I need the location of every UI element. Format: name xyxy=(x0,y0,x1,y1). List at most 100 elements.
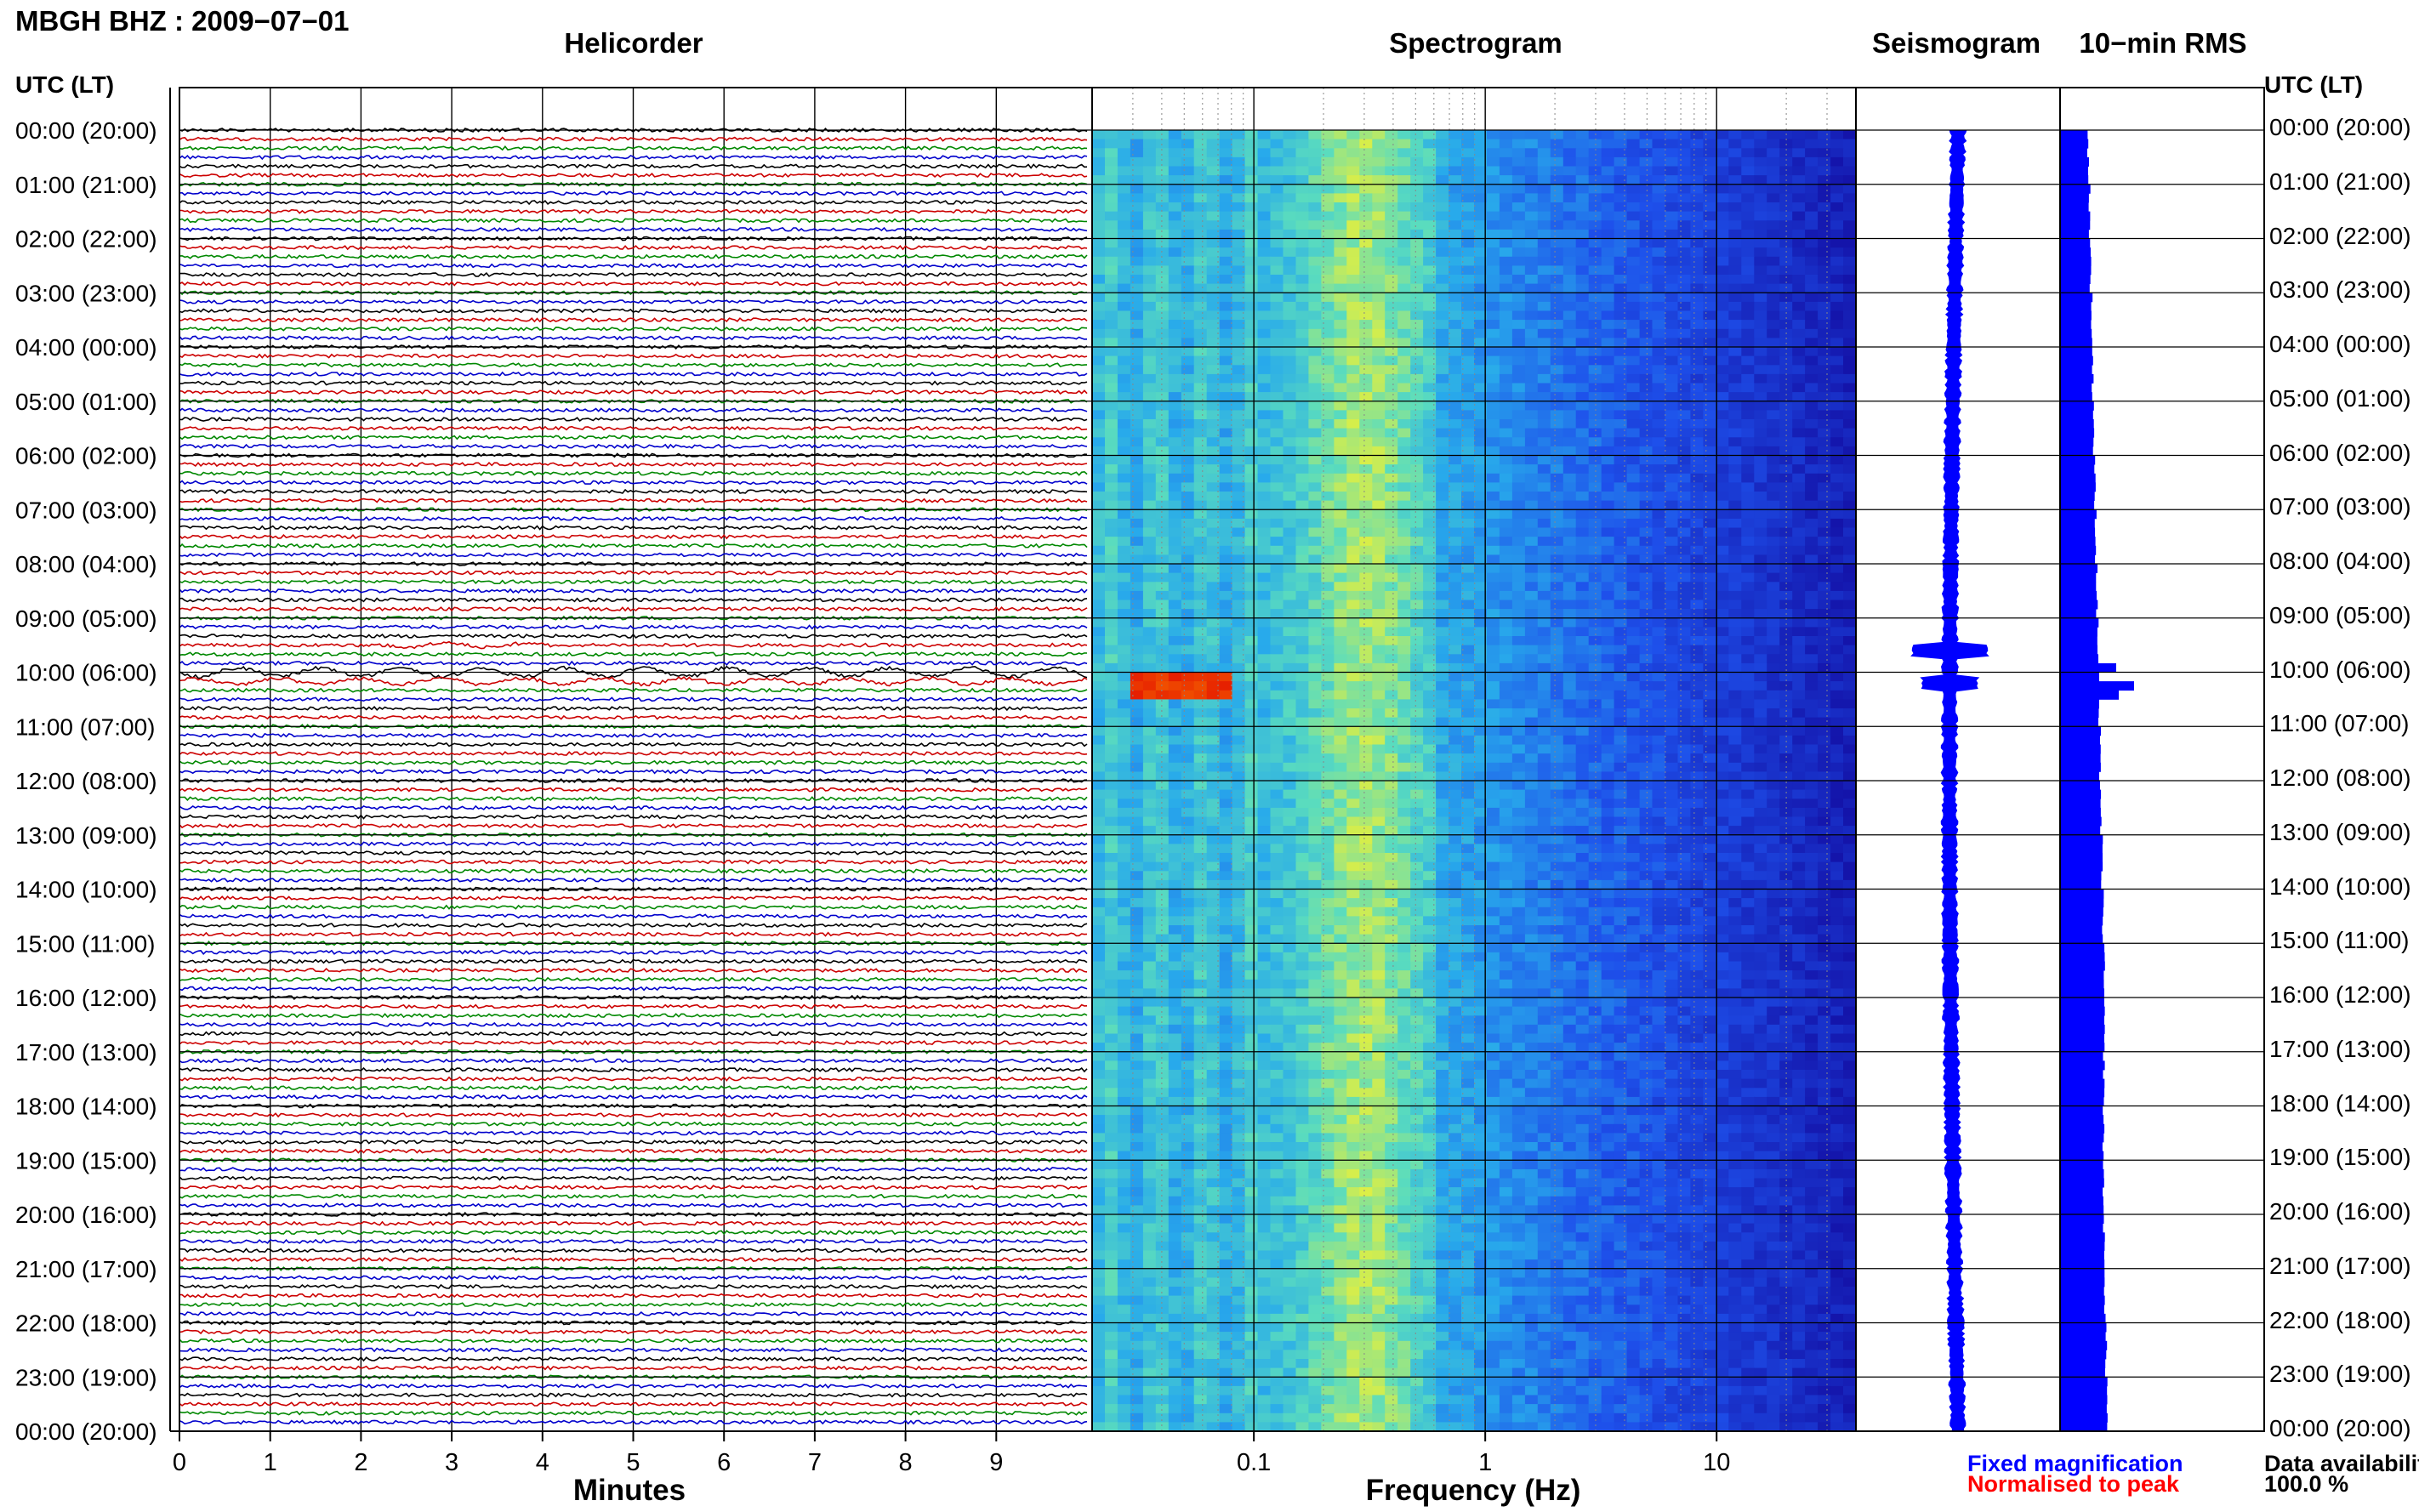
spectrogram-cell xyxy=(1754,509,1767,520)
spectrogram-cell xyxy=(1295,816,1310,827)
spectrogram-cell xyxy=(1499,256,1513,266)
spectrogram-cell xyxy=(1677,148,1692,158)
spectrogram-cell xyxy=(1537,383,1551,393)
spectrogram-cell xyxy=(1779,789,1793,799)
spectrogram-cell xyxy=(1436,645,1449,655)
spectrogram-cell xyxy=(1830,672,1844,682)
spectrogram-cell xyxy=(1754,283,1767,293)
spectrogram-cell xyxy=(1524,446,1539,457)
spectrogram-cell xyxy=(1754,662,1767,674)
spectrogram-cell xyxy=(1244,726,1259,736)
spectrogram-cell xyxy=(1117,238,1131,248)
spectrogram-cell xyxy=(1665,690,1679,700)
spectrogram-cell xyxy=(1665,662,1679,674)
spectrogram-cell xyxy=(1716,572,1729,583)
spectrogram-cell xyxy=(1562,600,1577,610)
spectrogram-cell xyxy=(1232,789,1246,799)
spectrogram-cell xyxy=(1219,175,1233,185)
spectrogram-cell xyxy=(1142,482,1157,492)
spectrogram-cell xyxy=(1244,365,1259,375)
spectrogram-cell xyxy=(1410,537,1424,547)
spectrogram-cell xyxy=(1130,509,1144,520)
spectrogram-cell xyxy=(1105,527,1118,537)
spectrogram-cell xyxy=(1741,492,1755,502)
spectrogram-cell xyxy=(1397,265,1411,276)
spectrogram-cell xyxy=(1423,437,1437,447)
spectrogram-cell xyxy=(1449,229,1462,240)
spectrogram-cell xyxy=(1626,166,1641,176)
spectrogram-cell xyxy=(1372,681,1386,691)
spectrogram-cell xyxy=(1601,256,1615,266)
spectrogram-cell xyxy=(1754,193,1767,203)
spectrogram-cell xyxy=(1423,844,1437,854)
spectrogram-cell xyxy=(1142,781,1157,791)
spectrogram-cell xyxy=(1244,627,1259,637)
spectrogram-cell xyxy=(1181,509,1195,520)
spectrogram-cell xyxy=(1499,799,1513,809)
spectrogram-cell xyxy=(1206,636,1221,646)
spectrogram-cell xyxy=(1232,762,1246,772)
spectrogram-cell xyxy=(1652,545,1666,555)
spectrogram-cell xyxy=(1639,347,1653,357)
spectrogram-cell xyxy=(1270,699,1284,709)
spectrogram-cell xyxy=(1639,193,1653,203)
spectrogram-cell xyxy=(1295,383,1310,393)
spectrogram-cell xyxy=(1728,662,1742,674)
spectrogram-cell xyxy=(1385,518,1398,529)
spectrogram-cell xyxy=(1105,446,1118,457)
spectrogram-cell xyxy=(1487,365,1500,375)
spectrogram-cell xyxy=(1219,816,1233,827)
spectrogram-cell xyxy=(1385,401,1398,411)
spectrogram-cell xyxy=(1601,834,1615,844)
spectrogram-cell xyxy=(1410,735,1424,746)
spectrogram-cell xyxy=(1142,645,1157,655)
spectrogram-cell xyxy=(1270,401,1284,411)
spectrogram-cell xyxy=(1346,681,1360,691)
spectrogram-cell xyxy=(1550,726,1564,736)
spectrogram-cell xyxy=(1562,320,1577,330)
spectrogram-cell xyxy=(1550,229,1564,240)
spectrogram-cell xyxy=(1155,617,1170,628)
spectrogram-cell xyxy=(1117,428,1131,438)
spectrogram-cell xyxy=(1155,338,1170,348)
spectrogram-cell xyxy=(1232,582,1246,592)
spectrogram-cell xyxy=(1499,175,1513,185)
spectrogram-cell xyxy=(1346,572,1360,583)
spectrogram-cell xyxy=(1168,627,1182,637)
spectrogram-cell xyxy=(1181,545,1195,555)
spectrogram-cell xyxy=(1385,853,1398,863)
spectrogram-cell xyxy=(1474,275,1488,285)
spectrogram-cell xyxy=(1487,744,1500,754)
spectrogram-cell xyxy=(1537,545,1551,555)
spectrogram-cell xyxy=(1792,861,1806,872)
spectrogram-cell xyxy=(1614,175,1628,185)
spectrogram-cell xyxy=(1728,871,1742,881)
spectrogram-cell xyxy=(1728,789,1742,799)
spectrogram-cell xyxy=(1449,636,1462,646)
spectrogram-cell xyxy=(1244,537,1259,547)
spectrogram-cell xyxy=(1244,771,1259,782)
spectrogram-cell xyxy=(1270,853,1284,863)
spectrogram-cell xyxy=(1461,193,1475,203)
spectrogram-cell xyxy=(1155,853,1170,863)
spectrogram-cell xyxy=(1767,320,1780,330)
spectrogram-cell xyxy=(1601,392,1615,402)
spectrogram-cell xyxy=(1767,500,1780,510)
spectrogram-cell xyxy=(1142,771,1157,782)
spectrogram-cell xyxy=(1461,238,1475,248)
spectrogram-cell xyxy=(1665,518,1679,529)
spectrogram-cell xyxy=(1219,301,1233,312)
spectrogram-cell xyxy=(1308,726,1322,736)
spectrogram-cell xyxy=(1487,156,1500,168)
spectrogram-cell xyxy=(1257,184,1272,194)
spectrogram-cell xyxy=(1550,717,1564,727)
spectrogram-cell xyxy=(1346,617,1360,628)
spectrogram-cell xyxy=(1550,572,1564,583)
spectrogram-cell xyxy=(1550,220,1564,230)
spectrogram-cell xyxy=(1716,473,1729,483)
spectrogram-cell xyxy=(1601,590,1615,601)
spectrogram-cell xyxy=(1321,627,1335,637)
spectrogram-cell xyxy=(1117,455,1131,465)
spectrogram-cell xyxy=(1652,735,1666,746)
spectrogram-cell xyxy=(1130,419,1144,429)
